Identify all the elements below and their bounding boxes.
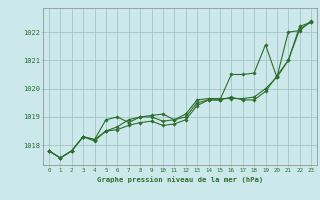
X-axis label: Graphe pression niveau de la mer (hPa): Graphe pression niveau de la mer (hPa)	[97, 176, 263, 183]
